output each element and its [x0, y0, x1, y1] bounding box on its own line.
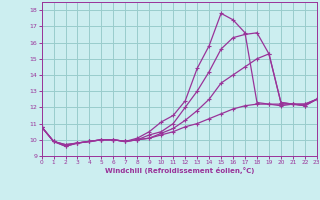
X-axis label: Windchill (Refroidissement éolien,°C): Windchill (Refroidissement éolien,°C) — [105, 167, 254, 174]
